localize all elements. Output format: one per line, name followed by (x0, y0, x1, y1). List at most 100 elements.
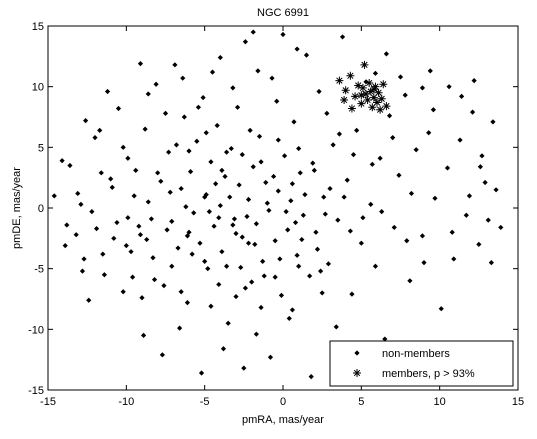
non-member-point (137, 61, 144, 67)
non-member-point (469, 109, 476, 115)
y-tick-label: 5 (38, 142, 44, 154)
non-member-point (272, 238, 278, 244)
non-member-point (219, 249, 225, 255)
non-member-point (148, 216, 154, 222)
non-member-point (427, 68, 433, 74)
non-member-point (382, 336, 388, 342)
non-member-point (183, 204, 189, 210)
non-member-point (177, 325, 183, 331)
non-member-point (155, 170, 161, 176)
non-member-point (167, 189, 173, 195)
non-member-point (241, 365, 247, 371)
member-point (357, 99, 366, 108)
non-member-point (189, 251, 195, 257)
legend-asterisk-marker (353, 369, 361, 377)
member-point (365, 79, 374, 88)
y-tick-label: -15 (28, 385, 44, 397)
non-member-point (438, 306, 444, 312)
non-member-point (336, 131, 342, 137)
non-member-point (162, 110, 169, 116)
member-point (376, 105, 385, 114)
non-member-point (408, 190, 415, 197)
non-member-point (131, 193, 137, 199)
non-member-point (457, 137, 463, 143)
non-member-point (136, 223, 142, 229)
member-point (341, 86, 350, 95)
non-member-point (263, 179, 269, 186)
x-tick-label: 0 (280, 396, 286, 408)
y-axis-label: pmDE, mas/year (11, 167, 23, 249)
non-member-point (446, 84, 452, 90)
non-member-point (296, 263, 302, 269)
non-member-point (222, 173, 228, 180)
non-member-point (404, 238, 410, 244)
non-member-point (245, 196, 252, 203)
member-point (377, 94, 386, 103)
non-member-point (430, 107, 436, 113)
non-member-point (253, 221, 259, 227)
non-member-point (325, 261, 332, 267)
member-point (374, 88, 383, 97)
non-member-point (175, 245, 181, 251)
legend-dot-marker (354, 350, 360, 356)
non-member-point (208, 303, 214, 309)
non-member-point (303, 52, 310, 58)
legend-label-members: members, p > 93% (382, 368, 475, 380)
non-member-point (360, 215, 366, 221)
non-member-point (109, 184, 115, 190)
non-member-point (97, 127, 103, 133)
non-member-point (195, 104, 201, 110)
non-member-point (479, 153, 485, 159)
non-member-point (198, 370, 205, 376)
y-tick-label: -10 (28, 324, 44, 336)
non-member-point (421, 260, 427, 266)
non-member-point (278, 292, 285, 298)
non-member-point (463, 212, 469, 218)
non-member-point (224, 149, 230, 155)
non-member-point (310, 160, 316, 166)
non-member-point (258, 304, 264, 311)
non-member-point (244, 213, 250, 220)
member-point (369, 93, 378, 102)
non-member-point (249, 279, 255, 285)
non-member-point (308, 374, 314, 380)
member-point (347, 104, 356, 113)
non-member-point (327, 185, 333, 192)
non-member-point (178, 185, 184, 192)
non-member-point (261, 273, 267, 279)
legend-box (329, 340, 514, 387)
non-member-point (181, 114, 187, 120)
non-member-point (184, 233, 191, 239)
x-tick-label: 15 (512, 396, 524, 408)
non-member-point (161, 283, 167, 289)
non-member-point (283, 209, 289, 215)
non-member-point (490, 119, 496, 125)
non-member-point (349, 291, 355, 297)
legend-marker-members (353, 369, 361, 377)
non-member-point (186, 148, 192, 154)
non-member-point (219, 167, 225, 173)
non-member-point (252, 241, 258, 247)
non-member-point (137, 232, 144, 238)
non-member-point (386, 113, 393, 119)
non-member-point (286, 315, 292, 322)
non-member-point (213, 181, 219, 187)
non-member-point (302, 192, 308, 198)
non-member-point (341, 194, 347, 200)
non-member-point (292, 219, 299, 226)
non-member-point (258, 159, 264, 165)
non-member-point (288, 198, 294, 204)
non-member-point (402, 92, 408, 98)
non-member-point (256, 133, 263, 140)
non-member-point (125, 155, 131, 161)
member-point (373, 98, 381, 107)
non-member-point (372, 70, 379, 76)
non-member-point (347, 228, 353, 234)
non-member-point (208, 159, 214, 165)
non-member-point (130, 274, 136, 280)
non-member-point (67, 162, 73, 169)
non-member-point (166, 149, 172, 155)
non-member-point (209, 69, 216, 75)
plot-area (47, 25, 519, 391)
